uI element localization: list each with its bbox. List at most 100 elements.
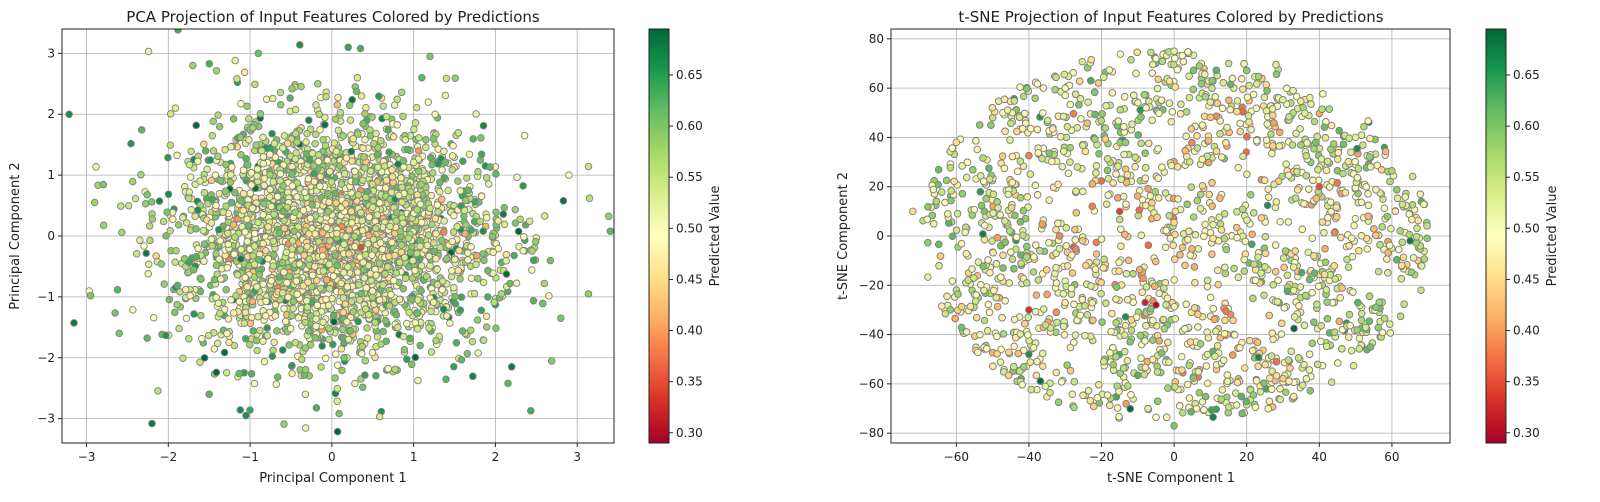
scatter-point — [333, 229, 341, 238]
scatter-point — [171, 308, 179, 317]
scatter-point — [301, 344, 310, 352]
scatter-point — [251, 80, 259, 89]
scatter-point — [266, 185, 274, 194]
scatter-point — [384, 126, 392, 134]
scatter-point — [361, 305, 370, 313]
scatter-point — [280, 132, 289, 140]
scatter-point — [308, 201, 316, 209]
scatter-point — [267, 202, 276, 211]
scatter-point — [212, 249, 220, 258]
scatter-point — [353, 74, 362, 82]
scatter-point — [440, 174, 448, 182]
scatter-point — [173, 151, 181, 160]
scatter-point — [278, 258, 287, 267]
scatter-point — [520, 131, 529, 140]
scatter-point — [325, 284, 334, 293]
scatter-point — [301, 424, 310, 432]
scatter-point — [306, 156, 314, 164]
scatter-point — [557, 314, 565, 322]
scatter-point — [332, 147, 341, 156]
scatter-point — [128, 177, 137, 186]
scatter-point — [293, 138, 301, 146]
scatter-point — [358, 349, 366, 358]
scatter-point — [357, 289, 366, 298]
scatter-point — [437, 195, 446, 204]
scatter-point — [90, 198, 99, 207]
scatter-point — [345, 226, 353, 234]
scatter-point — [382, 337, 391, 345]
scatter-point — [1095, 150, 1103, 158]
colorbar-tick-label: 0.50 — [676, 221, 703, 235]
scatter-point — [401, 274, 410, 282]
scatter-point — [361, 164, 369, 172]
scatter-point — [133, 250, 141, 258]
scatter-point — [443, 312, 451, 320]
scatter-point — [479, 336, 488, 344]
pca-scatter-points — [65, 29, 614, 436]
scatter-point — [456, 306, 465, 314]
scatter-point — [361, 135, 369, 144]
scatter-point — [136, 236, 144, 244]
scatter-point — [430, 247, 438, 256]
scatter-point — [510, 251, 518, 260]
scatter-point — [1019, 92, 1028, 101]
scatter-point — [143, 334, 151, 342]
scatter-point — [361, 109, 369, 118]
scatter-point — [426, 262, 434, 270]
scatter-point — [480, 256, 488, 265]
scatter-point — [344, 263, 352, 271]
scatter-point — [514, 227, 523, 236]
scatter-point — [194, 206, 202, 214]
scatter-point — [431, 214, 440, 223]
scatter-point — [115, 329, 123, 338]
scatter-point — [525, 217, 534, 225]
scatter-point — [275, 273, 283, 281]
scatter-point — [224, 229, 232, 238]
scatter-point — [214, 299, 223, 307]
scatter-point — [291, 338, 300, 347]
scatter-point — [1260, 291, 1268, 300]
scatter-point — [264, 223, 272, 231]
scatter-point — [351, 379, 359, 388]
scatter-point — [237, 151, 245, 159]
scatter-point — [440, 228, 448, 236]
colorbar-tick-label: 0.30 — [676, 426, 703, 440]
scatter-point — [432, 229, 440, 238]
scatter-point — [242, 411, 250, 420]
y-tick-label: 2 — [47, 107, 55, 121]
scatter-point — [70, 319, 78, 327]
scatter-point — [441, 158, 450, 166]
scatter-point — [111, 309, 119, 317]
scatter-point — [264, 254, 272, 263]
scatter-point — [400, 345, 409, 354]
scatter-point — [182, 314, 191, 323]
scatter-point — [164, 190, 173, 199]
scatter-point — [185, 334, 193, 343]
scatter-point — [497, 290, 506, 298]
scatter-point — [1029, 268, 1038, 276]
scatter-point — [348, 157, 356, 165]
scatter-point — [415, 134, 423, 142]
scatter-point — [924, 273, 932, 281]
scatter-point — [216, 309, 224, 318]
scatter-point — [438, 286, 446, 294]
scatter-point — [311, 139, 319, 148]
y-tick-label: −1 — [37, 290, 55, 304]
scatter-point — [433, 265, 441, 274]
scatter-point — [144, 270, 152, 278]
scatter-point — [428, 160, 436, 169]
scatter-point — [447, 266, 456, 275]
scatter-point — [187, 206, 196, 214]
scatter-point — [332, 199, 340, 207]
pca-colorbar: 0.300.350.400.450.500.550.600.65 Predict… — [648, 28, 723, 444]
scatter-point — [297, 355, 306, 364]
scatter-point — [322, 295, 330, 304]
scatter-point — [474, 167, 482, 176]
scatter-point — [393, 121, 401, 129]
scatter-point — [316, 284, 325, 293]
scatter-point — [171, 258, 179, 266]
scatter-point — [207, 176, 216, 185]
scatter-point — [395, 191, 403, 200]
scatter-point — [382, 317, 390, 325]
scatter-point — [305, 255, 313, 263]
